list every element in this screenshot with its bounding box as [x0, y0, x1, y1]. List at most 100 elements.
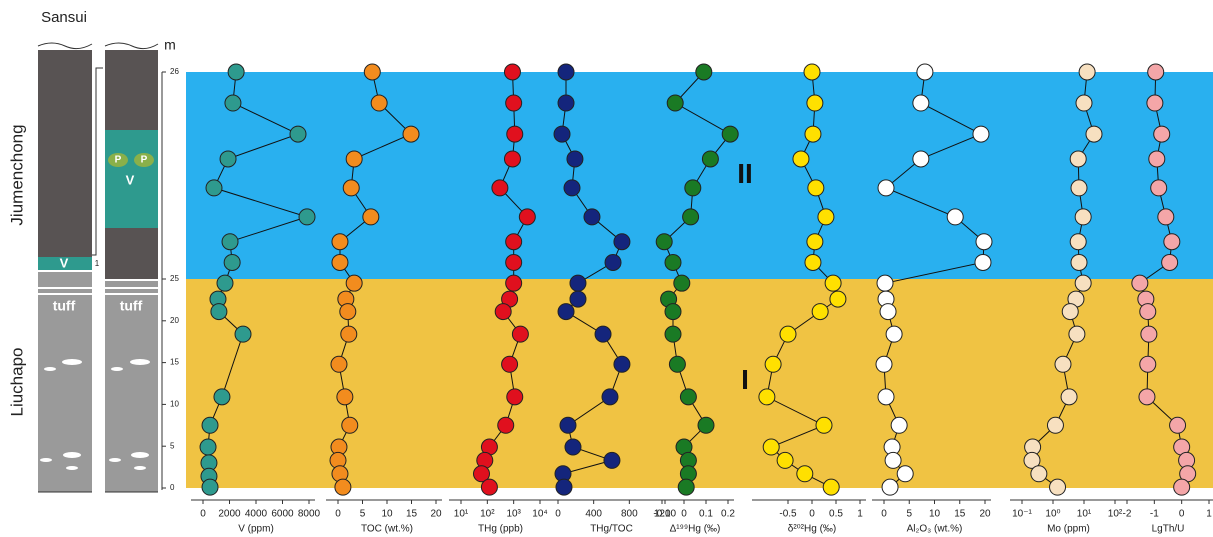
data-point — [1154, 126, 1170, 142]
data-point — [554, 126, 570, 142]
data-point — [976, 234, 992, 250]
x-tick-label: 15 — [954, 509, 966, 520]
x-tick-label: 10³ — [506, 509, 521, 520]
lithology-label: V — [126, 172, 135, 187]
data-point — [558, 95, 574, 111]
data-point — [877, 275, 893, 291]
data-point — [777, 452, 793, 468]
x-axis-title: THg (ppb) — [478, 524, 523, 535]
data-point — [558, 64, 574, 80]
data-point — [335, 479, 351, 495]
data-point — [674, 275, 690, 291]
data-point — [202, 417, 218, 433]
data-point — [765, 356, 781, 372]
data-point — [885, 452, 901, 468]
data-point — [364, 64, 380, 80]
data-point — [211, 304, 227, 320]
data-point — [498, 417, 514, 433]
data-point — [667, 95, 683, 111]
formation-label: Liuchapo — [7, 347, 26, 416]
x-axis-title: δ²⁰²Hg (‰) — [788, 524, 836, 535]
x-tick-label: 8000 — [298, 509, 321, 520]
data-point — [823, 479, 839, 495]
x-tick-label: 400 — [585, 509, 602, 520]
lithology-label: tuff — [120, 298, 143, 314]
x-tick-label: 20 — [430, 509, 442, 520]
x-tick-label: 10 — [381, 509, 393, 520]
data-point — [595, 326, 611, 342]
data-point — [228, 64, 244, 80]
data-point — [492, 180, 508, 196]
data-point — [1170, 417, 1186, 433]
nodule — [130, 359, 150, 365]
x-tick-label: -0.1 — [653, 509, 671, 520]
data-point — [685, 180, 701, 196]
section-title: Sansui — [41, 9, 87, 26]
data-point — [807, 234, 823, 250]
x-tick-label: 800 — [621, 509, 638, 520]
data-point — [225, 95, 241, 111]
depth-tick-label: 10 — [170, 400, 179, 409]
data-point — [206, 180, 222, 196]
data-point — [818, 209, 834, 225]
data-point — [913, 151, 929, 167]
x-axis-title: THg/TOC — [590, 524, 633, 535]
shale — [105, 50, 158, 130]
x-tick-label: 5 — [906, 509, 912, 520]
data-point — [780, 326, 796, 342]
data-point — [214, 389, 230, 405]
x-tick-label: 10 — [929, 509, 941, 520]
data-point — [763, 439, 779, 455]
x-tick-label: 0 — [555, 509, 561, 520]
data-point — [1162, 254, 1178, 270]
column-1: V tuff — [38, 43, 92, 492]
data-point — [880, 304, 896, 320]
data-point — [565, 439, 581, 455]
data-point — [683, 209, 699, 225]
data-point — [506, 275, 522, 291]
nodule — [40, 458, 52, 462]
nodule — [111, 367, 123, 371]
data-point — [1069, 326, 1085, 342]
note-label: 1 — [95, 259, 100, 268]
data-point — [804, 64, 820, 80]
data-point — [913, 95, 929, 111]
data-point — [882, 479, 898, 495]
data-point — [340, 304, 356, 320]
data-point — [947, 209, 963, 225]
x-axis-title: Al₂O₃ (wt.%) — [907, 524, 963, 535]
data-point — [793, 151, 809, 167]
data-point — [217, 275, 233, 291]
data-point — [830, 291, 846, 307]
data-point — [1158, 209, 1174, 225]
data-point — [1132, 275, 1148, 291]
data-point — [343, 180, 359, 196]
data-point — [975, 254, 991, 270]
data-point — [1070, 234, 1086, 250]
data-point — [371, 95, 387, 111]
data-point — [816, 417, 832, 433]
data-point — [504, 64, 520, 80]
data-point — [507, 126, 523, 142]
data-point — [495, 304, 511, 320]
data-point — [812, 304, 828, 320]
data-point — [1086, 126, 1102, 142]
data-point — [290, 126, 306, 142]
depth-tick-label: 25 — [170, 274, 179, 283]
x-tick-label: 1 — [1206, 509, 1212, 520]
data-point — [504, 151, 520, 167]
shale — [105, 228, 158, 279]
data-point — [1164, 234, 1180, 250]
x-axis-title: TOC (wt.%) — [361, 524, 413, 535]
data-point — [891, 417, 907, 433]
data-point — [1071, 180, 1087, 196]
data-point — [602, 389, 618, 405]
data-point — [584, 209, 600, 225]
data-point — [506, 234, 522, 250]
x-tick-label: 10⁰ — [1045, 509, 1060, 520]
data-point — [669, 356, 685, 372]
data-point — [235, 326, 251, 342]
x-axis-title: Δ¹⁹⁹Hg (‰) — [670, 524, 721, 535]
x-tick-label: 4000 — [245, 509, 268, 520]
column-2: P P V tuff — [105, 43, 158, 492]
